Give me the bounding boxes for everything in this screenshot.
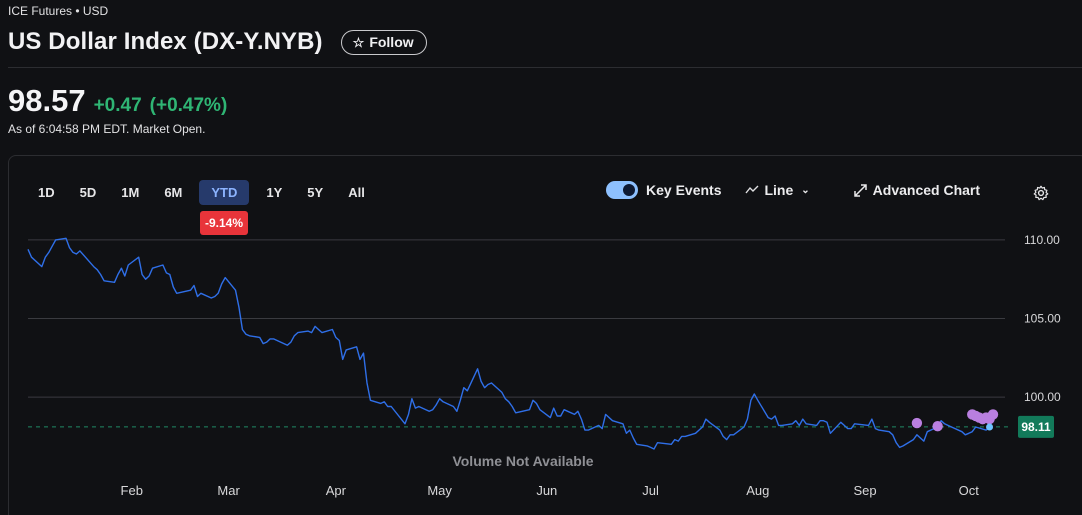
exchange-label: ICE Futures • USD — [8, 4, 109, 18]
as-of-timestamp: As of 6:04:58 PM EDT. Market Open. — [8, 122, 206, 136]
advanced-chart-label: Advanced Chart — [872, 182, 981, 198]
header-divider — [8, 67, 1082, 68]
key-events-label: Key Events — [646, 182, 722, 198]
range-tab-5y[interactable]: 5Y — [307, 185, 324, 200]
line-chart-icon — [745, 185, 759, 194]
follow-label: Follow — [369, 34, 414, 50]
chevron-down-icon: ⌄ — [801, 184, 810, 196]
x-tick-label: Feb — [121, 483, 143, 498]
gear-icon[interactable] — [1033, 185, 1049, 201]
price-change-percent: (+0.47%) — [149, 95, 228, 116]
x-tick-label: May — [427, 483, 452, 498]
title-row: US Dollar Index (DX-Y.NYB) ☆ Follow — [8, 28, 427, 56]
last-price-tag-label: 98.11 — [1021, 420, 1051, 434]
range-tab-6m[interactable]: 6M — [164, 185, 183, 200]
price-change: +0.47 — [93, 95, 142, 116]
range-tab-ytd[interactable]: YTD — [199, 180, 250, 205]
follow-button[interactable]: ☆ Follow — [340, 29, 427, 55]
y-tick-label: 110.00 — [1024, 233, 1060, 247]
chart-toolbar: Key Events Line ⌄ Advanced Chart — [606, 181, 980, 199]
x-tick-label: Jun — [536, 483, 557, 498]
x-tick-label: Aug — [746, 483, 769, 498]
range-tab-1m[interactable]: 1M — [121, 185, 140, 200]
x-tick-label: Oct — [959, 483, 980, 498]
range-tab-1y[interactable]: 1Y — [266, 185, 283, 200]
key-event-marker — [932, 421, 943, 432]
x-tick-label: Mar — [217, 483, 240, 498]
page-title: US Dollar Index (DX-Y.NYB) — [8, 28, 323, 55]
range-tab-5d[interactable]: 5D — [79, 185, 97, 200]
chart-type-select[interactable]: Line ⌄ — [745, 182, 810, 198]
star-icon: ☆ — [352, 34, 365, 50]
x-tick-label: Jul — [642, 483, 659, 498]
y-tick-label: 100.00 — [1024, 390, 1061, 404]
range-tab-all[interactable]: All — [348, 185, 365, 200]
advanced-chart-button[interactable]: Advanced Chart — [853, 182, 981, 198]
current-price: 98.57 — [8, 83, 86, 118]
x-tick-label: Sep — [853, 483, 876, 498]
chart-panel — [8, 155, 1082, 515]
price-line — [27, 237, 990, 450]
range-tabs: 1D 5D 1M 6M YTD 1Y 5Y All — [30, 180, 382, 205]
key-event-marker — [987, 409, 999, 420]
range-change-badge: -9.14% — [200, 211, 249, 235]
expand-icon — [853, 183, 867, 197]
price-row: 98.57 +0.47 (+0.47%) — [8, 83, 227, 119]
range-tab-1d[interactable]: 1D — [38, 185, 55, 200]
key-event-marker — [911, 417, 923, 429]
volume-note: Volume Not Available — [452, 453, 593, 469]
x-tick-label: Apr — [326, 483, 347, 498]
last-price-tag — [1018, 415, 1054, 438]
chart-type-label: Line — [764, 182, 794, 198]
y-tick-label: 105.00 — [1024, 311, 1061, 325]
key-events-toggle[interactable] — [606, 181, 638, 199]
last-price-dot — [986, 423, 994, 431]
